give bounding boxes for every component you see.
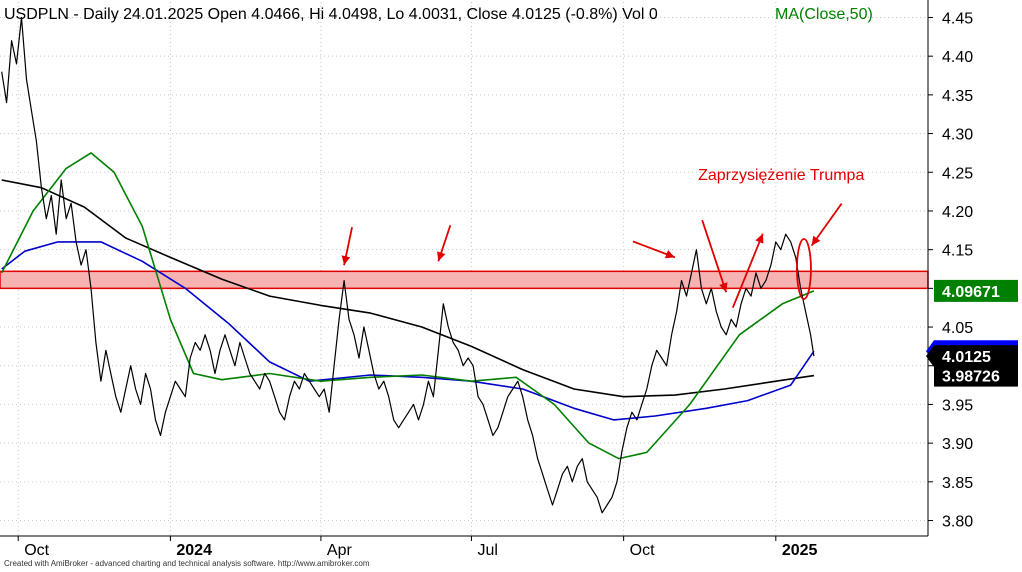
price-tag-label: 3.98726 xyxy=(942,369,1000,386)
price-tag-bg xyxy=(926,345,1018,368)
y-tick-label: 4.30 xyxy=(942,127,973,144)
price-tag-bg xyxy=(934,364,1018,387)
y-tick-label: 4.05 xyxy=(942,320,973,337)
arrow-dec-dip-head xyxy=(719,282,728,293)
series xyxy=(0,16,815,514)
price-tag-bg xyxy=(934,279,1018,302)
y-tick-label: 4.40 xyxy=(942,49,973,66)
price-tag-label: 4.0125 xyxy=(942,349,991,366)
arrow-dec-dip xyxy=(701,219,728,293)
y-tick-label: 3.85 xyxy=(942,475,973,492)
y-tick-label: 4.20 xyxy=(942,204,973,221)
x-tick-label: Oct xyxy=(630,542,655,559)
arrow-dec-rise-head xyxy=(755,233,764,244)
y-tick-label: 3.90 xyxy=(942,436,973,453)
chart-title: USDPLN - Daily 24.01.2025 Open 4.0466, H… xyxy=(4,6,658,23)
chart-title-group: USDPLN - Daily 24.01.2025 Open 4.0466, H… xyxy=(4,6,873,23)
x-tick-label: 2024 xyxy=(176,542,212,559)
arrow-apr-peak-head xyxy=(341,255,351,266)
x-tick-label: 2025 xyxy=(782,542,818,559)
y-tick-label: 3.80 xyxy=(942,514,973,531)
inauguration-ellipse xyxy=(796,238,812,300)
price-tag-label: 4.09671 xyxy=(942,284,1000,301)
x-tick-label: Apr xyxy=(327,542,353,559)
grid xyxy=(0,2,928,536)
y-tick-label: 4.25 xyxy=(942,165,973,182)
arrow-jun-peak-head xyxy=(437,251,446,262)
x-tick-label: Oct xyxy=(24,542,49,559)
resistance-zone xyxy=(0,270,929,290)
arrow-inauguration-head xyxy=(811,235,821,246)
annotation-label: Zaprzysiężenie Trumpa xyxy=(698,167,864,184)
footer-credit: Created with AmiBroker - advanced charti… xyxy=(4,559,370,568)
arrow-nov-zone-head xyxy=(664,250,675,259)
y-tick-label: 4.15 xyxy=(942,243,973,260)
y-tick-label: 3.95 xyxy=(942,397,973,414)
y-tick-label: 4.35 xyxy=(942,88,973,105)
resistance-zone-rect xyxy=(0,270,929,290)
x-tick-label: Jul xyxy=(477,542,497,559)
annotations: Zaprzysiężenie Trumpa xyxy=(341,167,864,309)
ma-black-line xyxy=(1,179,815,398)
y-tick-label: 4.45 xyxy=(942,10,973,27)
arrow-dec-rise xyxy=(731,233,764,309)
ma-legend-label: MA(Close,50) xyxy=(775,6,873,23)
ma-green-line xyxy=(0,152,815,460)
price-line xyxy=(1,16,815,514)
